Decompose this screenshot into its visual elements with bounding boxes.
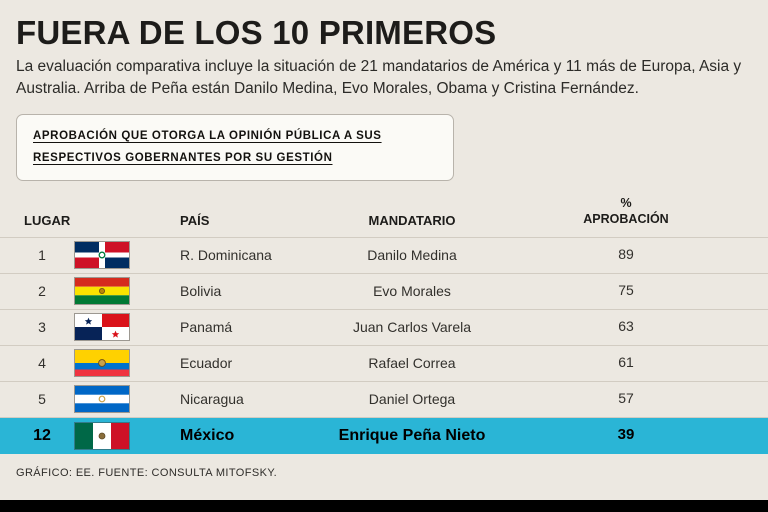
table-row: 2 Bolivia Evo Morales 75 bbox=[0, 272, 768, 309]
table-row: 3 Panamá Juan Carlos Varela 63 bbox=[0, 308, 768, 345]
approval-cell: 57 bbox=[618, 390, 634, 407]
approval-table: LUGAR PAÍS MANDATARIO % APROBACIÓN 1 R. … bbox=[0, 191, 768, 454]
country-cell: Nicaragua bbox=[180, 391, 244, 408]
leader-cell: Daniel Ortega bbox=[368, 391, 456, 408]
country-cell: Bolivia bbox=[180, 283, 222, 300]
header-lugar: LUGAR bbox=[24, 212, 71, 228]
page-subtitle: La evaluación comparativa incluye la sit… bbox=[16, 58, 742, 98]
source-credit: GRÁFICO: EE. FUENTE: CONSULTA MITOFSKY. bbox=[16, 466, 278, 479]
flag-ecuador-icon bbox=[74, 349, 130, 378]
approval-cell: 89 bbox=[618, 246, 634, 263]
header-mandatario: MANDATARIO bbox=[368, 212, 456, 228]
rank-cell: 4 bbox=[38, 355, 46, 372]
country-cell: R. Dominicana bbox=[180, 247, 272, 264]
approval-cell: 63 bbox=[618, 318, 634, 335]
rank-cell: 1 bbox=[38, 247, 46, 264]
header-pais: PAÍS bbox=[180, 212, 210, 228]
leader-cell: Juan Carlos Varela bbox=[352, 319, 472, 336]
country-cell: Ecuador bbox=[180, 355, 233, 372]
rank-cell: 12 bbox=[33, 426, 51, 444]
approval-cell: 39 bbox=[617, 426, 635, 444]
header-aprobacion: % APROBACIÓN bbox=[583, 196, 669, 226]
callout-box: APROBACIÓN QUE OTORGA LA OPINIÓN PÚBLICA… bbox=[16, 113, 454, 181]
country-cell: Panamá bbox=[180, 319, 233, 336]
table-row-highlighted-mexico: 12 México Enrique Peña Nieto 39 bbox=[0, 416, 768, 454]
flag-mexico-icon bbox=[74, 421, 130, 450]
rank-cell: 5 bbox=[38, 391, 46, 408]
table-row: 5 Nicaragua Daniel Ortega 57 bbox=[0, 380, 768, 417]
rank-cell: 3 bbox=[38, 319, 46, 336]
table-row: 4 Ecuador Rafael Correa 61 bbox=[0, 344, 768, 381]
country-cell: México bbox=[180, 426, 235, 444]
leader-cell: Enrique Peña Nieto bbox=[338, 426, 486, 444]
table-header: LUGAR PAÍS MANDATARIO % APROBACIÓN bbox=[0, 191, 768, 237]
flag-bolivia-icon bbox=[74, 277, 130, 306]
bottom-bar bbox=[0, 500, 768, 512]
approval-cell: 75 bbox=[618, 282, 634, 299]
flag-panama-icon bbox=[74, 313, 130, 342]
flag-dominican-republic-icon bbox=[74, 241, 130, 270]
callout-text: APROBACIÓN QUE OTORGA LA OPINIÓN PÚBLICA… bbox=[33, 129, 382, 164]
approval-cell: 61 bbox=[618, 354, 634, 371]
leader-cell: Danilo Medina bbox=[367, 247, 457, 264]
page-title: FUERA DE LOS 10 PRIMEROS bbox=[16, 14, 497, 51]
rank-cell: 2 bbox=[38, 283, 46, 300]
flag-nicaragua-icon bbox=[74, 385, 130, 414]
table-row: 1 R. Dominicana Danilo Medina 89 bbox=[0, 236, 768, 273]
leader-cell: Rafael Correa bbox=[368, 355, 456, 372]
leader-cell: Evo Morales bbox=[373, 283, 451, 300]
